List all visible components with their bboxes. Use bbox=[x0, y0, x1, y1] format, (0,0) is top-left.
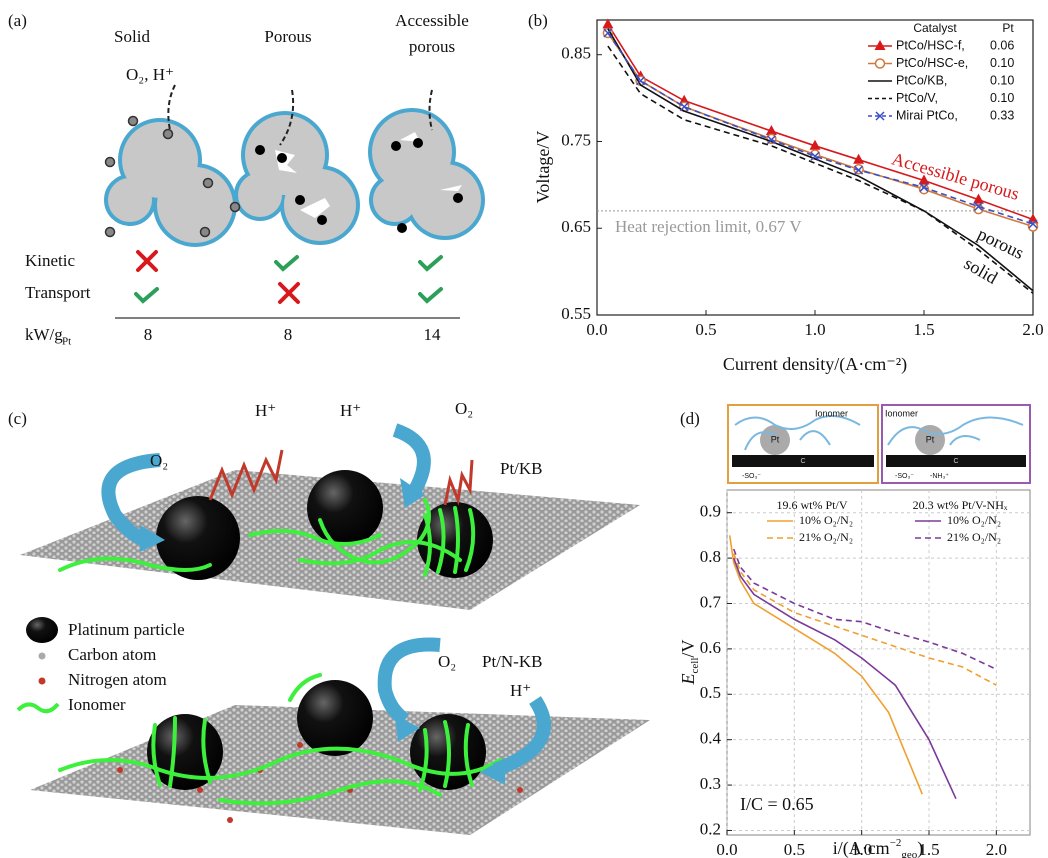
table-cell: 8 bbox=[144, 325, 153, 344]
inset-label: -SO₃⁻ bbox=[742, 473, 761, 480]
axis-label-part: −2 bbox=[890, 837, 902, 849]
reference-label: Heat rejection limit, 0.67 V bbox=[615, 217, 802, 236]
y-tick-label: 0.7 bbox=[700, 592, 722, 611]
panel-label: (d) bbox=[680, 409, 700, 428]
legend-label: Carbon atom bbox=[68, 645, 156, 664]
legend-label: Nitrogen atom bbox=[68, 670, 167, 689]
axis-label-part: /V bbox=[678, 640, 698, 658]
inset-label: Ionomer bbox=[815, 408, 848, 418]
y-tick-label: 0.5 bbox=[700, 683, 721, 702]
y-axis-label: Ecell/V bbox=[678, 640, 700, 686]
inset-label: C bbox=[953, 458, 958, 465]
axis-label-part: cell bbox=[689, 658, 701, 674]
legend-label: 10% O₂/N₂ bbox=[947, 513, 1001, 527]
row-label: Kinetic bbox=[25, 251, 75, 270]
row-label: Transport bbox=[25, 283, 91, 302]
legend-label: PtCo/HSC-e, bbox=[896, 56, 968, 70]
legend-label: 0.10 bbox=[990, 56, 1014, 70]
y-tick-label: 0.65 bbox=[561, 217, 591, 236]
y-tick-label: 0.6 bbox=[700, 638, 721, 657]
legend-label: PtCo/KB, bbox=[896, 73, 947, 87]
inset-label: Pt bbox=[926, 434, 935, 444]
legend-label: Ionomer bbox=[68, 695, 126, 714]
axis-label-part: geo bbox=[901, 849, 917, 858]
legend-label: 0.33 bbox=[990, 108, 1014, 122]
y-tick-label: 0.2 bbox=[700, 819, 721, 838]
axis-label-part: i/(A·cm bbox=[833, 838, 890, 858]
legend-icon bbox=[18, 704, 58, 711]
y-tick-label: 0.75 bbox=[561, 130, 591, 149]
y-tick-label: 0.9 bbox=[700, 502, 721, 521]
annotation: I/C = 0.65 bbox=[740, 794, 814, 814]
legend-label: 0.10 bbox=[990, 91, 1014, 105]
legend-label: PtCo/V, bbox=[896, 91, 938, 105]
species-label: H⁺ bbox=[510, 681, 531, 700]
x-tick-label: 2.0 bbox=[1022, 320, 1043, 339]
species-label: O₂ bbox=[150, 451, 168, 470]
column-title: porous bbox=[409, 37, 455, 56]
panel-a: Solid Porous Accessible porous O₂, H⁺ Ki… bbox=[25, 11, 481, 348]
x-tick-label: 1.0 bbox=[804, 320, 825, 339]
x-axis-label: i/(A·cm−2geo) bbox=[833, 837, 924, 858]
legend-icon bbox=[26, 617, 58, 643]
row-label: kW/g bbox=[25, 325, 63, 344]
species-label: H⁺ bbox=[340, 401, 361, 420]
legend-label: 0.10 bbox=[990, 73, 1014, 87]
legend-label: 10% O₂/N₂ bbox=[799, 513, 853, 527]
axis-label-part: E bbox=[678, 673, 698, 685]
legend-header: Catalyst bbox=[913, 21, 957, 35]
column-title: Accessible bbox=[395, 11, 469, 30]
species-label: O₂ bbox=[438, 652, 456, 671]
legend-label: 21% O₂/N₂ bbox=[799, 530, 853, 544]
legend-label: Mirai PtCo, bbox=[896, 108, 958, 122]
x-tick-label: 2.0 bbox=[986, 840, 1007, 858]
inset-label: Pt bbox=[771, 434, 780, 444]
panel-label: (b) bbox=[528, 11, 548, 30]
species-label: O₂ bbox=[455, 399, 473, 418]
column-title: Porous bbox=[264, 27, 311, 46]
y-tick-label: 0.3 bbox=[700, 774, 721, 793]
inset-box bbox=[728, 405, 878, 483]
y-tick-label: 0.4 bbox=[700, 729, 722, 748]
catalyst-label: Pt/N-KB bbox=[482, 652, 542, 671]
inset-label: C bbox=[800, 458, 805, 465]
table-cell: 8 bbox=[284, 325, 293, 344]
panel-label: (a) bbox=[8, 11, 27, 30]
x-tick-label: 0.0 bbox=[716, 840, 737, 858]
y-tick-label: 0.85 bbox=[561, 44, 591, 63]
column-title: Solid bbox=[114, 27, 150, 46]
legend-icon bbox=[39, 678, 46, 685]
row-label-sub: Pt bbox=[62, 336, 71, 348]
x-tick-label: 0.0 bbox=[586, 320, 607, 339]
legend-title: 19.6 wt% Pt/V bbox=[776, 498, 847, 512]
y-tick-label: 0.8 bbox=[700, 547, 721, 566]
panel-c: O₂ H⁺ H⁺ O₂ O₂ H⁺ Pt/KB Pt/N-KB Platinum… bbox=[18, 399, 650, 835]
legend-label: PtCo/HSC-f, bbox=[896, 38, 965, 52]
x-axis-label: Current density/(A·cm⁻²) bbox=[723, 354, 907, 375]
legend-header: Pt bbox=[1002, 21, 1014, 35]
inset-label: Ionomer bbox=[885, 408, 918, 418]
legend-label: 0.06 bbox=[990, 38, 1014, 52]
y-axis-label: Voltage/V bbox=[533, 131, 553, 204]
catalyst-label: Pt/KB bbox=[500, 459, 543, 478]
marker bbox=[876, 59, 885, 68]
x-tick-label: 0.5 bbox=[784, 840, 805, 858]
legend-label: 21% O₂/N₂ bbox=[947, 530, 1001, 544]
reactants: O₂, H⁺ bbox=[126, 65, 174, 84]
legend-icon bbox=[39, 653, 46, 660]
inset-label: -NH₃⁺ bbox=[930, 473, 949, 480]
x-tick-label: 1.5 bbox=[913, 320, 934, 339]
panel-label: (c) bbox=[8, 409, 27, 428]
table-cell: 14 bbox=[424, 325, 442, 344]
x-tick-label: 0.5 bbox=[695, 320, 716, 339]
panel-d-inset: Ionomer Ionomer Pt Pt C C -SO₃⁻ -SO₃⁻ -N… bbox=[728, 405, 1030, 483]
species-label: H⁺ bbox=[255, 401, 276, 420]
legend-title: 20.3 wt% Pt/V-NHₓ bbox=[913, 498, 1008, 512]
axis-label-part: ) bbox=[917, 838, 923, 858]
figure: (a) (b) (c) (d) Solid Porous Accessible … bbox=[0, 0, 1048, 858]
inset-label: -SO₃⁻ bbox=[895, 473, 914, 480]
legend-label: Platinum particle bbox=[68, 620, 185, 639]
result-icons bbox=[136, 252, 441, 302]
